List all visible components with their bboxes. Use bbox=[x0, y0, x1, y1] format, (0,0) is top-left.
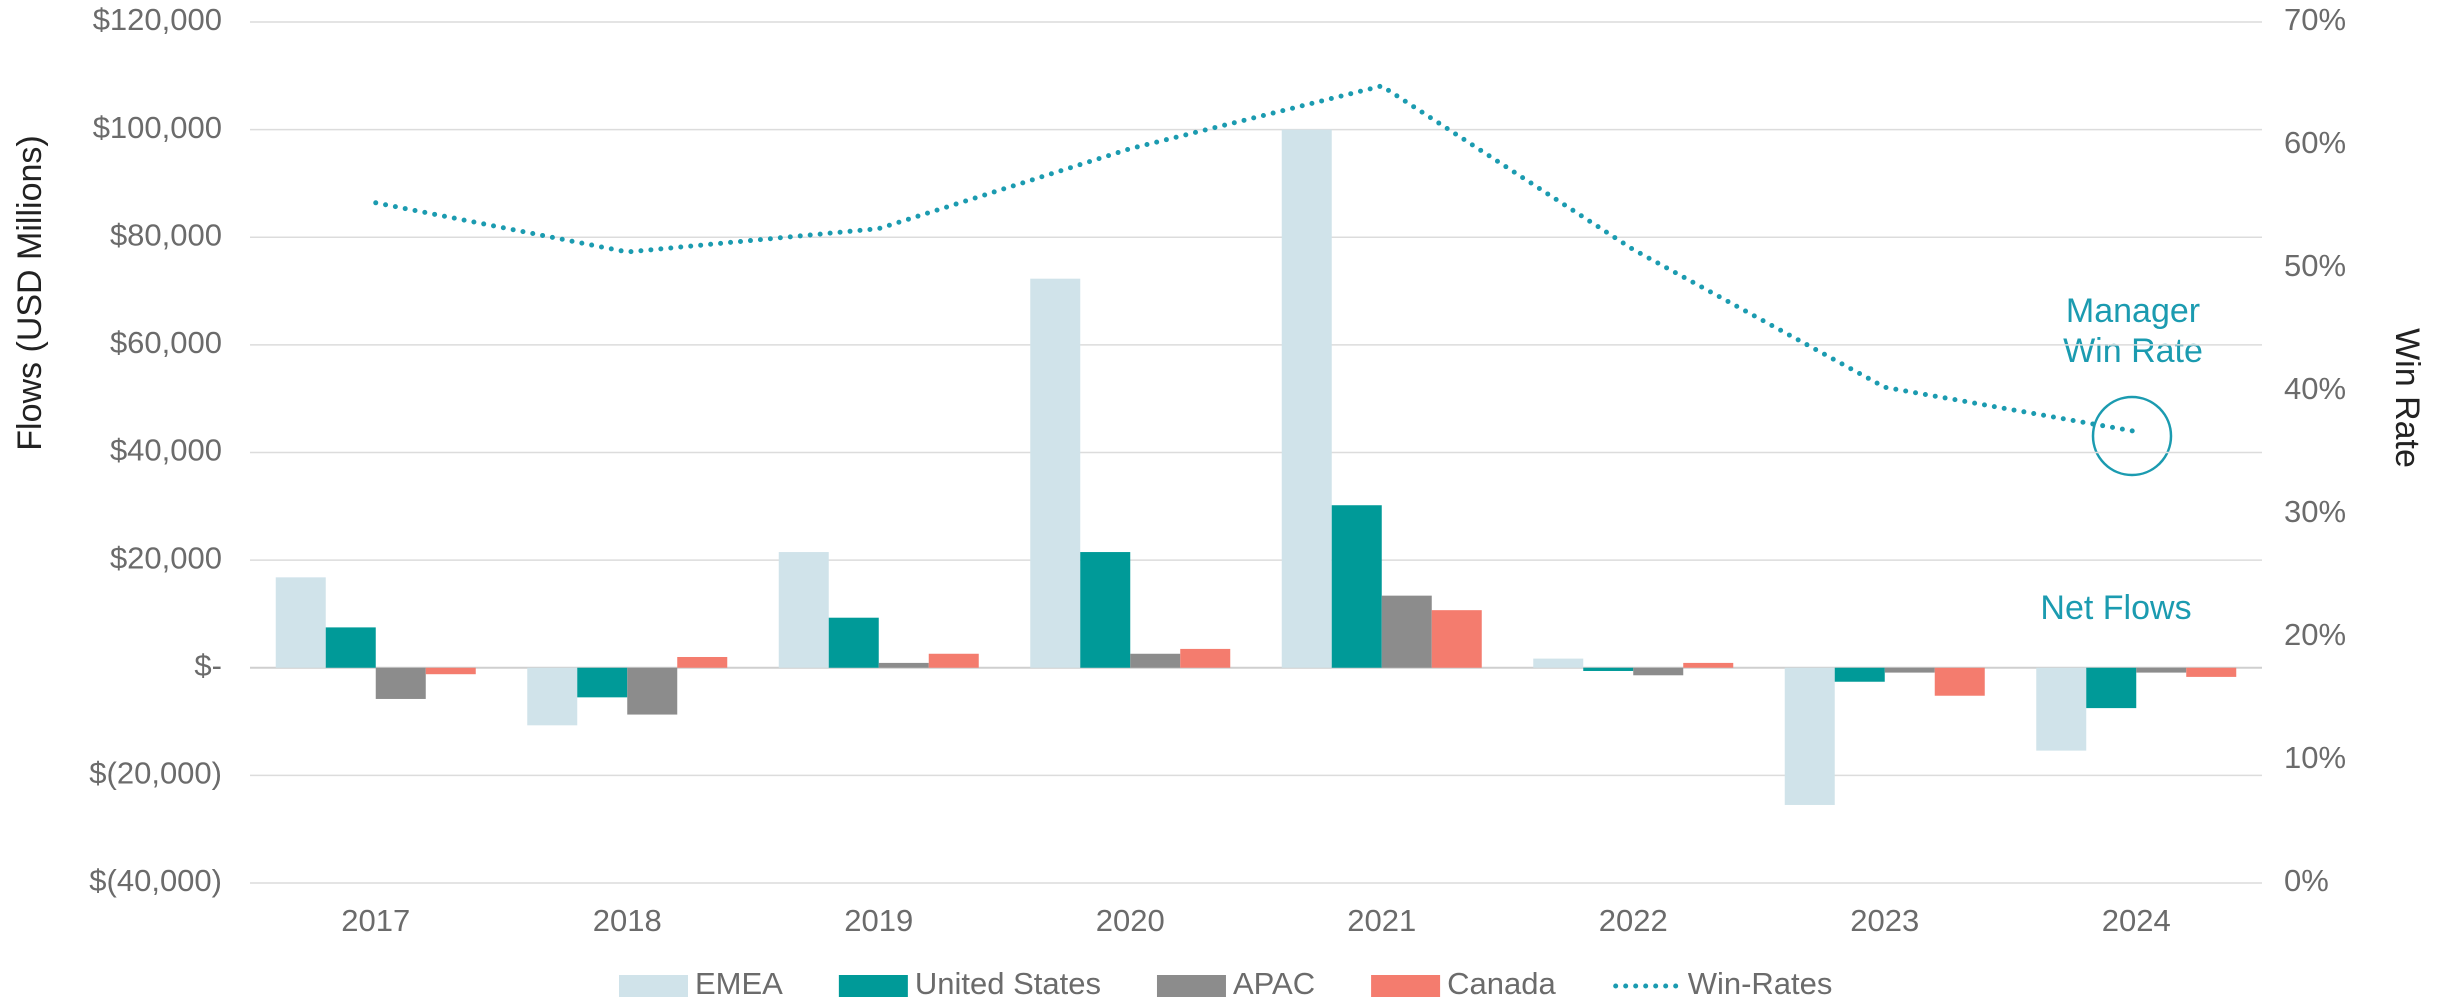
x-tick-label: 2017 bbox=[341, 903, 410, 938]
y2-tick-label: 50% bbox=[2284, 248, 2346, 283]
x-tick-label: 2022 bbox=[1599, 903, 1668, 938]
legend-label: Canada bbox=[1447, 966, 1556, 1001]
bar bbox=[1884, 667, 1935, 673]
y-tick-label: $80,000 bbox=[110, 217, 222, 252]
annotation: Win Rate bbox=[2063, 332, 2203, 370]
y-tick-label: $120,000 bbox=[93, 2, 222, 37]
legend-swatch bbox=[838, 975, 908, 997]
bar bbox=[577, 667, 628, 698]
y-tick-label: $20,000 bbox=[110, 540, 222, 575]
bar bbox=[1030, 278, 1081, 668]
bar bbox=[2136, 667, 2187, 673]
bar bbox=[828, 617, 879, 668]
bar bbox=[275, 577, 326, 668]
y2-tick-label: 30% bbox=[2284, 494, 2346, 529]
bar bbox=[1533, 658, 1584, 668]
bar bbox=[1633, 667, 1684, 676]
legend-swatch bbox=[1371, 975, 1441, 997]
x-tick-label: 2024 bbox=[2102, 903, 2171, 938]
y-tick-label: $(20,000) bbox=[89, 756, 222, 791]
y2-tick-label: 60% bbox=[2284, 125, 2346, 160]
y2-tick-label: 20% bbox=[2284, 617, 2346, 652]
y-axis-title: Flows (USD Millions) bbox=[11, 135, 49, 450]
bar bbox=[778, 552, 829, 668]
bar bbox=[1583, 667, 1634, 671]
annotation: Net Flows bbox=[2040, 589, 2191, 627]
bar bbox=[2186, 667, 2237, 677]
bar bbox=[627, 667, 678, 715]
bar bbox=[2086, 667, 2137, 709]
y-tick-label: $40,000 bbox=[110, 433, 222, 468]
bar bbox=[527, 667, 578, 726]
y2-tick-label: 40% bbox=[2284, 371, 2346, 406]
x-tick-label: 2018 bbox=[593, 903, 662, 938]
bar bbox=[1784, 667, 1835, 805]
annotation: Manager bbox=[2066, 292, 2200, 330]
bar bbox=[1934, 667, 1985, 696]
legend-swatch bbox=[1156, 975, 1226, 997]
y2-axis-title: Win Rate bbox=[2388, 328, 2426, 468]
highlight-circle bbox=[2091, 395, 2173, 477]
y2-tick-label: 0% bbox=[2284, 863, 2329, 898]
bar bbox=[1180, 648, 1231, 668]
bar bbox=[878, 662, 929, 668]
x-tick-label: 2019 bbox=[844, 903, 913, 938]
y-tick-label: $100,000 bbox=[93, 110, 222, 145]
legend-label: EMEA bbox=[695, 966, 783, 1001]
bar bbox=[677, 656, 728, 668]
bar bbox=[928, 653, 979, 668]
bar bbox=[1331, 505, 1382, 668]
x-tick-label: 2020 bbox=[1096, 903, 1165, 938]
legend-label: APAC bbox=[1233, 966, 1315, 1001]
bar bbox=[2036, 667, 2087, 751]
bar bbox=[1834, 667, 1885, 682]
bar bbox=[1431, 610, 1482, 668]
legend-label: Win-Rates bbox=[1688, 966, 1833, 1001]
y2-tick-label: 70% bbox=[2284, 2, 2346, 37]
x-tick-label: 2023 bbox=[1850, 903, 1919, 938]
x-tick-label: 2021 bbox=[1347, 903, 1416, 938]
y-tick-label: $- bbox=[194, 648, 222, 683]
legend-swatch bbox=[619, 975, 688, 997]
bar bbox=[1281, 129, 1332, 668]
bar bbox=[1130, 653, 1181, 668]
y-tick-label: $60,000 bbox=[110, 325, 222, 360]
bar bbox=[325, 627, 376, 668]
bar bbox=[1381, 595, 1432, 668]
y2-tick-label: 10% bbox=[2284, 740, 2346, 775]
y-tick-label: $(40,000) bbox=[89, 863, 222, 898]
bar bbox=[1080, 552, 1131, 668]
win-rate-line bbox=[373, 83, 2139, 435]
bar bbox=[375, 667, 426, 699]
bar bbox=[1683, 662, 1734, 668]
bar bbox=[425, 667, 476, 675]
legend-label: United States bbox=[915, 966, 1101, 1001]
